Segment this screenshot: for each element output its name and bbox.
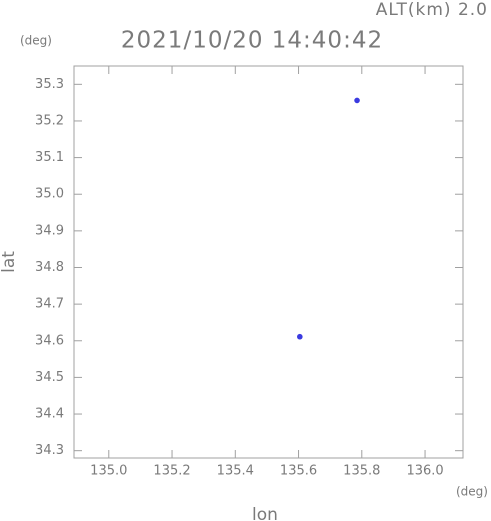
chart-title: 2021/10/20 14:40:42 [121, 28, 383, 54]
x-axis-label: lon [252, 505, 278, 521]
y-axis-label: lat [0, 251, 19, 273]
point [354, 97, 360, 104]
y-tick-label: 34.3 [35, 443, 64, 458]
x-unit: (deg) [456, 485, 488, 499]
y-tick-label: 34.5 [35, 370, 64, 385]
plot-frame [73, 65, 464, 459]
y-tick-label: 34.6 [35, 333, 64, 348]
y-tick-label: 34.9 [35, 223, 64, 238]
x-tick-label: 136.0 [406, 464, 443, 479]
y-tick-label: 35.2 [35, 113, 64, 128]
y-tick-label: 35.3 [35, 77, 64, 92]
y-tick-label: 35.0 [35, 187, 64, 202]
x-tick-label: 135.6 [280, 464, 317, 479]
x-tick-label: 135.4 [217, 464, 254, 479]
y-tick-label: 34.7 [35, 297, 64, 312]
x-tick-label: 135.0 [90, 464, 127, 479]
y-unit: (deg) [20, 34, 52, 48]
point [297, 333, 303, 340]
x-tick-label: 135.2 [153, 464, 190, 479]
y-tick-label: 34.4 [35, 407, 64, 422]
altitude-annotation: ALT(km) 2.0 [376, 0, 488, 20]
y-tick-label: 34.8 [35, 260, 64, 275]
y-tick-label: 35.1 [35, 150, 64, 165]
x-tick-label: 135.8 [343, 464, 380, 479]
